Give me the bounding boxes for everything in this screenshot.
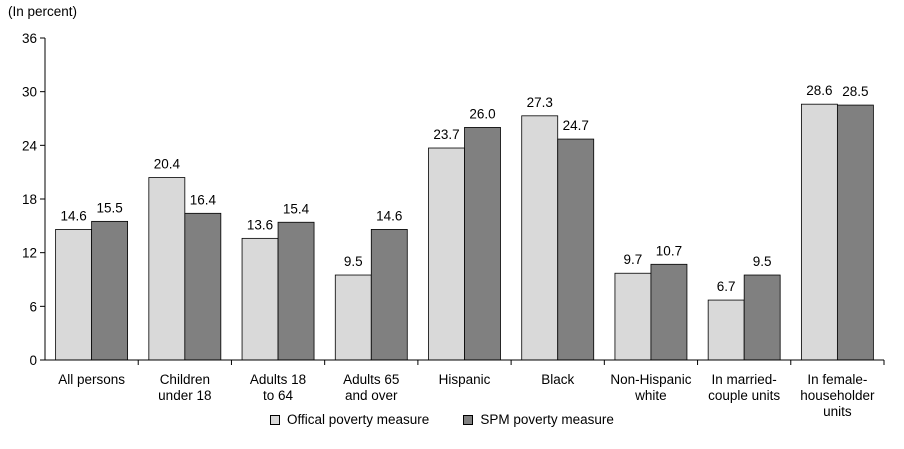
data-label-spm: 26.0 — [469, 106, 495, 121]
data-label-official: 23.7 — [433, 127, 459, 142]
bar-official — [707, 299, 745, 361]
y-tick-label: 36 — [22, 31, 37, 46]
data-label-official: 28.6 — [806, 83, 832, 98]
x-category-label-line: Adults 65 — [343, 372, 399, 387]
data-label-official: 13.6 — [247, 217, 273, 232]
bar-spm — [277, 221, 315, 361]
y-unit-label: (In percent) — [8, 4, 78, 19]
data-label-spm: 15.4 — [283, 201, 310, 216]
x-category-label: Adults 18 to 64 — [250, 372, 306, 403]
bar-spm — [557, 138, 595, 361]
x-category-label: Black — [541, 372, 574, 387]
bar-spm — [370, 229, 408, 361]
data-label-official: 9.7 — [624, 252, 643, 267]
data-label-official: 14.6 — [60, 208, 86, 223]
bar-official — [428, 147, 465, 361]
data-label-spm: 15.5 — [96, 200, 122, 215]
bar-spm — [743, 274, 781, 361]
legend-item-spm: SPM poverty measure — [463, 412, 614, 427]
bar-spm — [836, 104, 874, 361]
y-tick-label: 30 — [22, 85, 37, 100]
x-category-label: In female-householder units — [800, 372, 875, 419]
x-category-label-line: Adults 18 — [250, 372, 306, 387]
legend-label-spm: SPM poverty measure — [480, 412, 614, 427]
data-label-official: 9.5 — [344, 254, 363, 269]
x-category-label-line: Hispanic — [439, 372, 491, 387]
y-tick-label: 12 — [22, 246, 37, 261]
data-label-spm: 10.7 — [656, 243, 682, 258]
x-category-label-line: householder — [800, 388, 875, 403]
bar-official — [148, 177, 186, 361]
bar-official — [334, 274, 372, 361]
data-label-spm: 16.4 — [190, 192, 217, 207]
x-category-label-line: In married- — [712, 372, 777, 387]
bar-official — [614, 272, 652, 361]
data-label-spm: 14.6 — [376, 208, 402, 223]
data-label-official: 20.4 — [154, 157, 181, 172]
bar-spm — [184, 212, 222, 361]
x-category-label-line: All persons — [58, 372, 125, 387]
data-label-official: 27.3 — [527, 95, 553, 110]
y-tick-label: 0 — [29, 353, 37, 368]
x-category-label-line: white — [634, 388, 667, 403]
data-label-spm: 24.7 — [563, 118, 589, 133]
data-label-official: 6.7 — [717, 279, 736, 294]
bar-official — [55, 229, 93, 361]
bar-official — [521, 115, 559, 361]
x-category-label-line: Children — [160, 372, 210, 387]
legend-swatch-official — [270, 414, 280, 425]
y-tick-label: 24 — [22, 138, 38, 153]
x-category-label-line: Black — [541, 372, 574, 387]
x-category-label-line: under 18 — [158, 388, 211, 403]
x-category-label-line: units — [823, 404, 852, 419]
data-label-spm: 9.5 — [753, 254, 772, 269]
legend-swatch-spm — [463, 414, 474, 425]
legend-label-official: Offical poverty measure — [287, 412, 430, 427]
x-category-label: Hispanic — [439, 372, 491, 387]
bar-official — [241, 237, 279, 361]
x-category-label: In married-couple units — [708, 372, 780, 403]
y-tick-label: 6 — [29, 299, 37, 314]
legend: Offical poverty measure SPM poverty meas… — [270, 412, 648, 427]
x-category-label-line: Non-Hispanic — [610, 372, 691, 387]
bar-spm — [650, 263, 688, 361]
x-category-label-line: to 64 — [263, 388, 294, 403]
x-category-label: All persons — [58, 372, 125, 387]
bar-spm — [91, 220, 129, 361]
x-category-label: Non-Hispanic white — [610, 372, 691, 403]
x-category-label-line: In female- — [807, 372, 867, 387]
bar-official — [800, 103, 838, 361]
x-category-label: Adults 65 and over — [343, 372, 399, 403]
y-tick-label: 18 — [22, 192, 37, 207]
x-category-label-line: and over — [345, 388, 398, 403]
legend-item-official: Offical poverty measure — [270, 412, 429, 427]
data-label-spm: 28.5 — [842, 84, 868, 99]
x-category-label-line: couple units — [708, 388, 780, 403]
x-category-label: Children under 18 — [158, 372, 211, 403]
bar-spm — [464, 127, 501, 361]
